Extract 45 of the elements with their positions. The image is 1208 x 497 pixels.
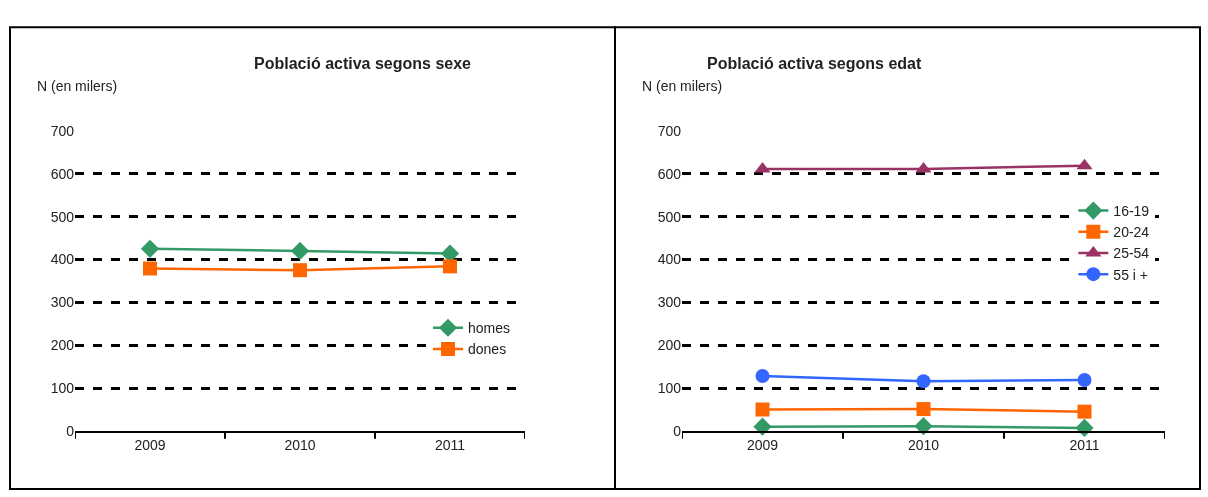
y-tick-label: 500 <box>50 208 75 225</box>
x-tick-label: 2009 <box>134 436 166 453</box>
y-tick-label: 0 <box>66 422 75 439</box>
legend-label: 16-19 <box>1113 203 1150 219</box>
y-tick-label: 100 <box>50 379 75 396</box>
legend-label: 20-24 <box>1113 224 1150 241</box>
y-tick-label: 700 <box>50 122 75 139</box>
point <box>914 417 933 436</box>
y-axis-title: N (en milers) <box>642 78 723 94</box>
point <box>143 261 157 276</box>
y-tick-label: 0 <box>673 422 682 439</box>
chart-title: Població activa segons sexe <box>254 55 472 72</box>
point <box>443 259 457 274</box>
point <box>1077 404 1092 419</box>
x-tick-label: 2009 <box>746 436 779 453</box>
point <box>916 374 931 389</box>
y-tick-label: 700 <box>657 122 682 139</box>
y-tick-label: 600 <box>657 165 682 182</box>
point <box>755 402 770 417</box>
legend-label: 25-54 <box>1113 245 1150 262</box>
y-tick-label: 400 <box>657 251 682 268</box>
point <box>916 402 931 417</box>
legend-label: 55 i + <box>1113 266 1148 283</box>
point <box>755 369 770 384</box>
point <box>140 239 160 258</box>
y-tick-label: 300 <box>50 294 75 311</box>
x-tick-label: 2011 <box>434 436 466 453</box>
legend-label: homes <box>468 320 511 337</box>
y-tick-label: 300 <box>657 294 682 311</box>
y-tick-label: 400 <box>50 251 75 268</box>
x-tick-label: 2011 <box>1069 436 1100 453</box>
y-tick-label: 200 <box>657 337 682 354</box>
y-tick-label: 100 <box>657 379 682 396</box>
y-axis-title: N (en milers) <box>37 78 118 94</box>
y-tick-label: 500 <box>657 208 682 225</box>
point <box>293 263 307 278</box>
x-tick-label: 2010 <box>284 436 316 453</box>
x-tick-label: 2010 <box>907 436 940 453</box>
y-tick-label: 200 <box>50 337 75 354</box>
point <box>1077 372 1092 387</box>
chart-title: Població activa segons edat <box>707 55 922 72</box>
point <box>290 241 310 261</box>
y-tick-label: 600 <box>50 165 75 182</box>
legend-label: dones <box>468 341 507 358</box>
point <box>1076 158 1093 170</box>
